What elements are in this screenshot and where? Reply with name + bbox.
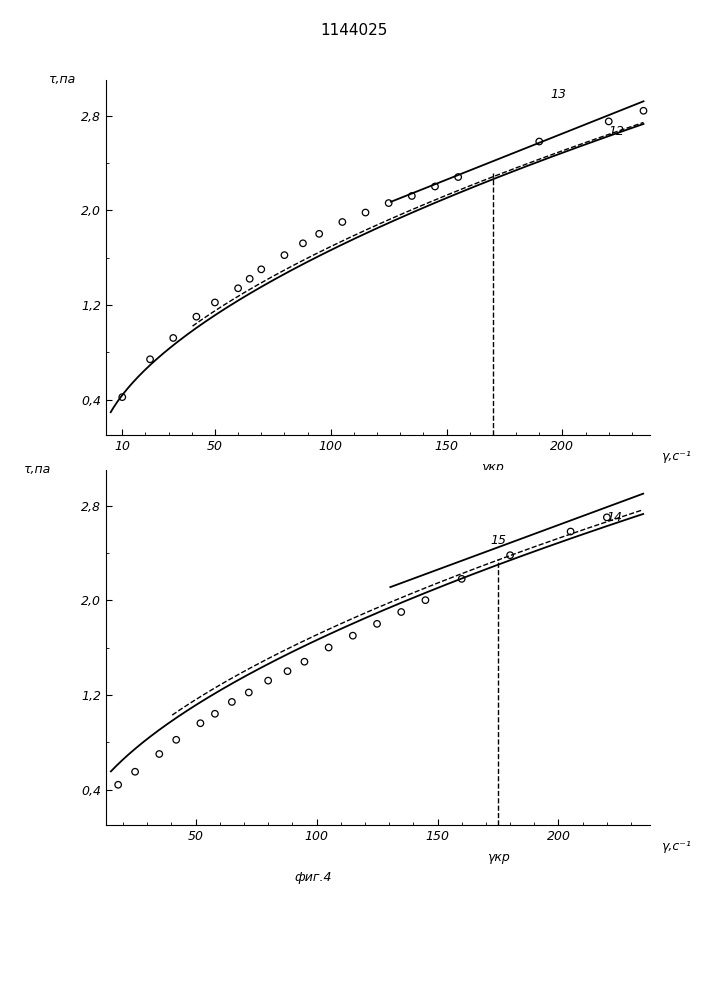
Point bbox=[153, 746, 165, 762]
Point bbox=[168, 330, 179, 346]
Point bbox=[299, 654, 310, 670]
Text: 13: 13 bbox=[551, 88, 567, 101]
Point bbox=[209, 706, 221, 722]
Text: γкр: γкр bbox=[486, 851, 509, 864]
Point bbox=[256, 261, 267, 277]
Point bbox=[170, 732, 182, 748]
Point bbox=[534, 134, 545, 150]
Point bbox=[407, 188, 418, 204]
Point bbox=[298, 235, 309, 251]
Point bbox=[194, 715, 206, 731]
Point bbox=[371, 616, 382, 632]
Point bbox=[244, 271, 255, 287]
Point bbox=[383, 195, 395, 211]
Text: 12: 12 bbox=[609, 125, 625, 138]
Text: 15: 15 bbox=[491, 534, 507, 547]
Point bbox=[452, 169, 464, 185]
Point bbox=[565, 524, 576, 540]
Text: γ,с⁻¹: γ,с⁻¹ bbox=[661, 840, 691, 853]
Text: 14: 14 bbox=[607, 511, 623, 524]
Text: фиг.3: фиг.3 bbox=[294, 481, 332, 494]
Point bbox=[191, 309, 202, 325]
Point bbox=[360, 205, 371, 221]
Point bbox=[429, 179, 440, 195]
Point bbox=[313, 226, 325, 242]
Point bbox=[282, 663, 293, 679]
Point bbox=[243, 684, 255, 700]
Point bbox=[456, 571, 467, 587]
Point bbox=[233, 280, 244, 296]
Point bbox=[279, 247, 290, 263]
Point bbox=[603, 113, 614, 129]
Text: γкр: γкр bbox=[481, 461, 504, 474]
Point bbox=[347, 628, 358, 644]
Point bbox=[226, 694, 238, 710]
Text: фиг.4: фиг.4 bbox=[294, 871, 332, 884]
Y-axis label: τ,па: τ,па bbox=[49, 73, 76, 86]
Text: τ,па: τ,па bbox=[24, 463, 52, 476]
Point bbox=[117, 389, 128, 405]
Point bbox=[323, 640, 334, 656]
Point bbox=[396, 604, 407, 620]
Point bbox=[209, 294, 221, 310]
Text: 1144025: 1144025 bbox=[320, 23, 387, 38]
Text: γ,с⁻¹: γ,с⁻¹ bbox=[661, 450, 691, 463]
Point bbox=[505, 547, 516, 563]
Point bbox=[601, 509, 612, 525]
Point bbox=[144, 351, 156, 367]
Point bbox=[420, 592, 431, 608]
Point bbox=[129, 764, 141, 780]
Point bbox=[638, 103, 649, 119]
Point bbox=[337, 214, 348, 230]
Point bbox=[262, 673, 274, 689]
Point bbox=[112, 777, 124, 793]
